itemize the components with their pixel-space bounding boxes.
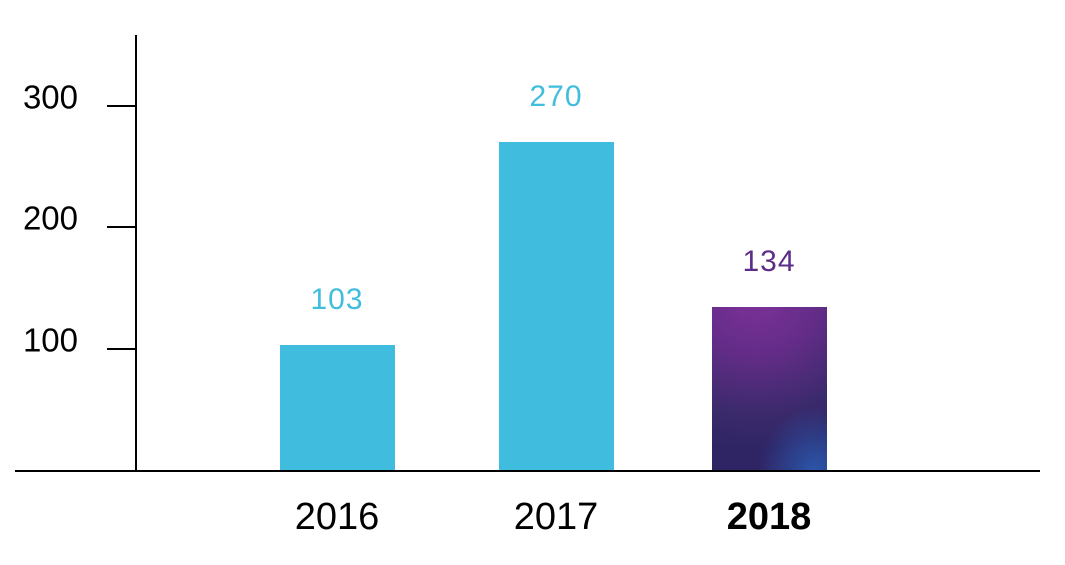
bar-2018 [711,307,827,470]
x-axis-label-2016: 2016 [294,496,380,538]
y-tick-label: 200 [22,199,78,237]
y-tick-mark [107,105,135,108]
bar-2017 [498,142,614,470]
y-tick-mark [107,226,135,229]
bar-value-label-2017: 270 [529,80,583,113]
x-axis-line [15,470,1040,472]
x-axis-label-2017: 2017 [513,496,599,538]
x-axis-label-2018: 2018 [726,496,812,538]
bar-value-label-2018: 134 [742,245,796,278]
bar-2016 [279,345,395,470]
y-axis-line [135,35,137,472]
y-tick-label: 100 [22,321,78,359]
y-tick-mark [107,347,135,350]
y-tick-label: 300 [22,78,78,116]
bar-value-label-2016: 103 [310,283,364,316]
